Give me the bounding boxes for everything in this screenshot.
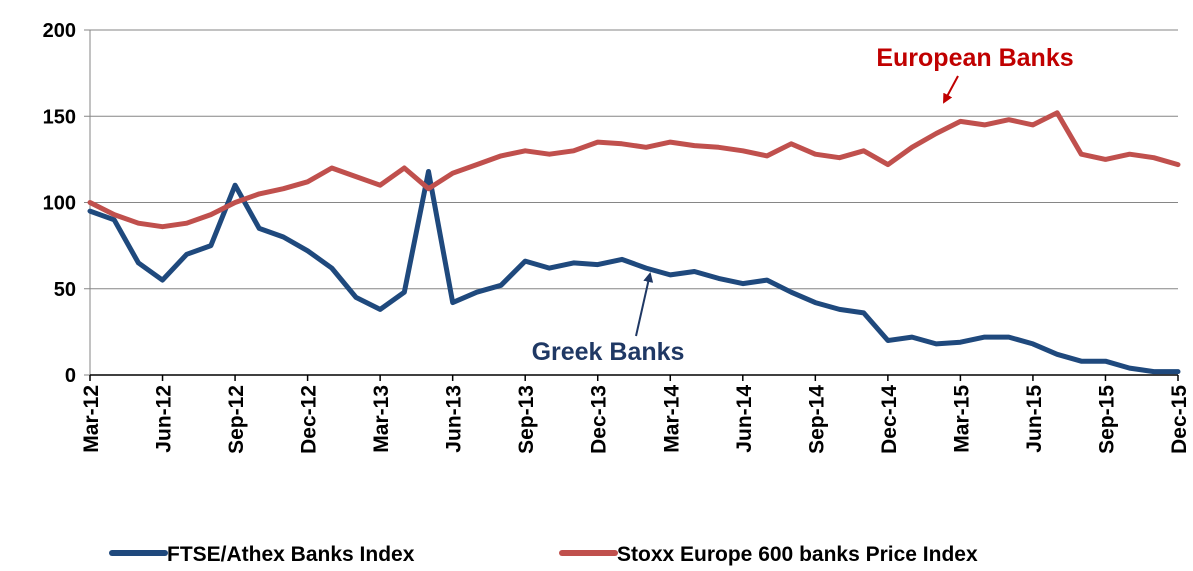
y-axis: 0 50 100 150 200 [43,20,90,387]
x-tick-label: Dec-13 [588,385,611,454]
legend-label: FTSE/Athex Banks Index [167,543,415,566]
x-tick-label: Mar-14 [660,385,683,453]
x-axis: Mar-12 Jun-12 Sep-12 Dec-12 Mar-13 Jun-13 Sep-… [80,375,1191,454]
x-tick-label: Sep-12 [225,385,248,454]
y-tick-label: 100 [43,193,76,215]
annotations: European Banks Greek Banks [532,44,1074,366]
y-tick-label: 50 [54,279,76,301]
x-tick-label: Mar-13 [370,385,393,453]
x-tick-label: Sep-15 [1095,385,1118,454]
european-banks-arrow [943,75,959,104]
x-tick-label: Dec-14 [878,385,901,454]
european-banks-line [87,110,1181,230]
x-tick-label: Jun-14 [733,385,756,453]
y-tick-label: 0 [65,365,76,387]
legend: FTSE/Athex Banks Index Stoxx Europe 600 b… [109,543,978,566]
series-lines [87,110,1181,375]
x-tick-label: Dec-15 [1168,385,1191,454]
greek-banks-arrow [635,272,654,337]
european-banks-annotation: European Banks [876,44,1073,72]
x-tick-label: Mar-12 [80,385,103,453]
gridlines [89,29,1178,376]
x-tick-label: Dec-12 [298,385,321,454]
x-tick-label: Jun-15 [1023,385,1046,453]
x-tick-label: Sep-13 [515,385,538,454]
x-tick-label: Jun-12 [153,385,176,453]
y-tick-label: 200 [43,20,76,42]
x-tick-label: Jun-13 [443,385,466,453]
greek-banks-annotation: Greek Banks [532,338,685,366]
x-tick-label: Sep-14 [805,385,828,454]
x-tick-label: Mar-15 [950,385,973,453]
legend-label: Stoxx Europe 600 banks Price Index [617,543,978,566]
y-tick-label: 150 [43,106,76,128]
greek-banks-line [87,169,1181,375]
